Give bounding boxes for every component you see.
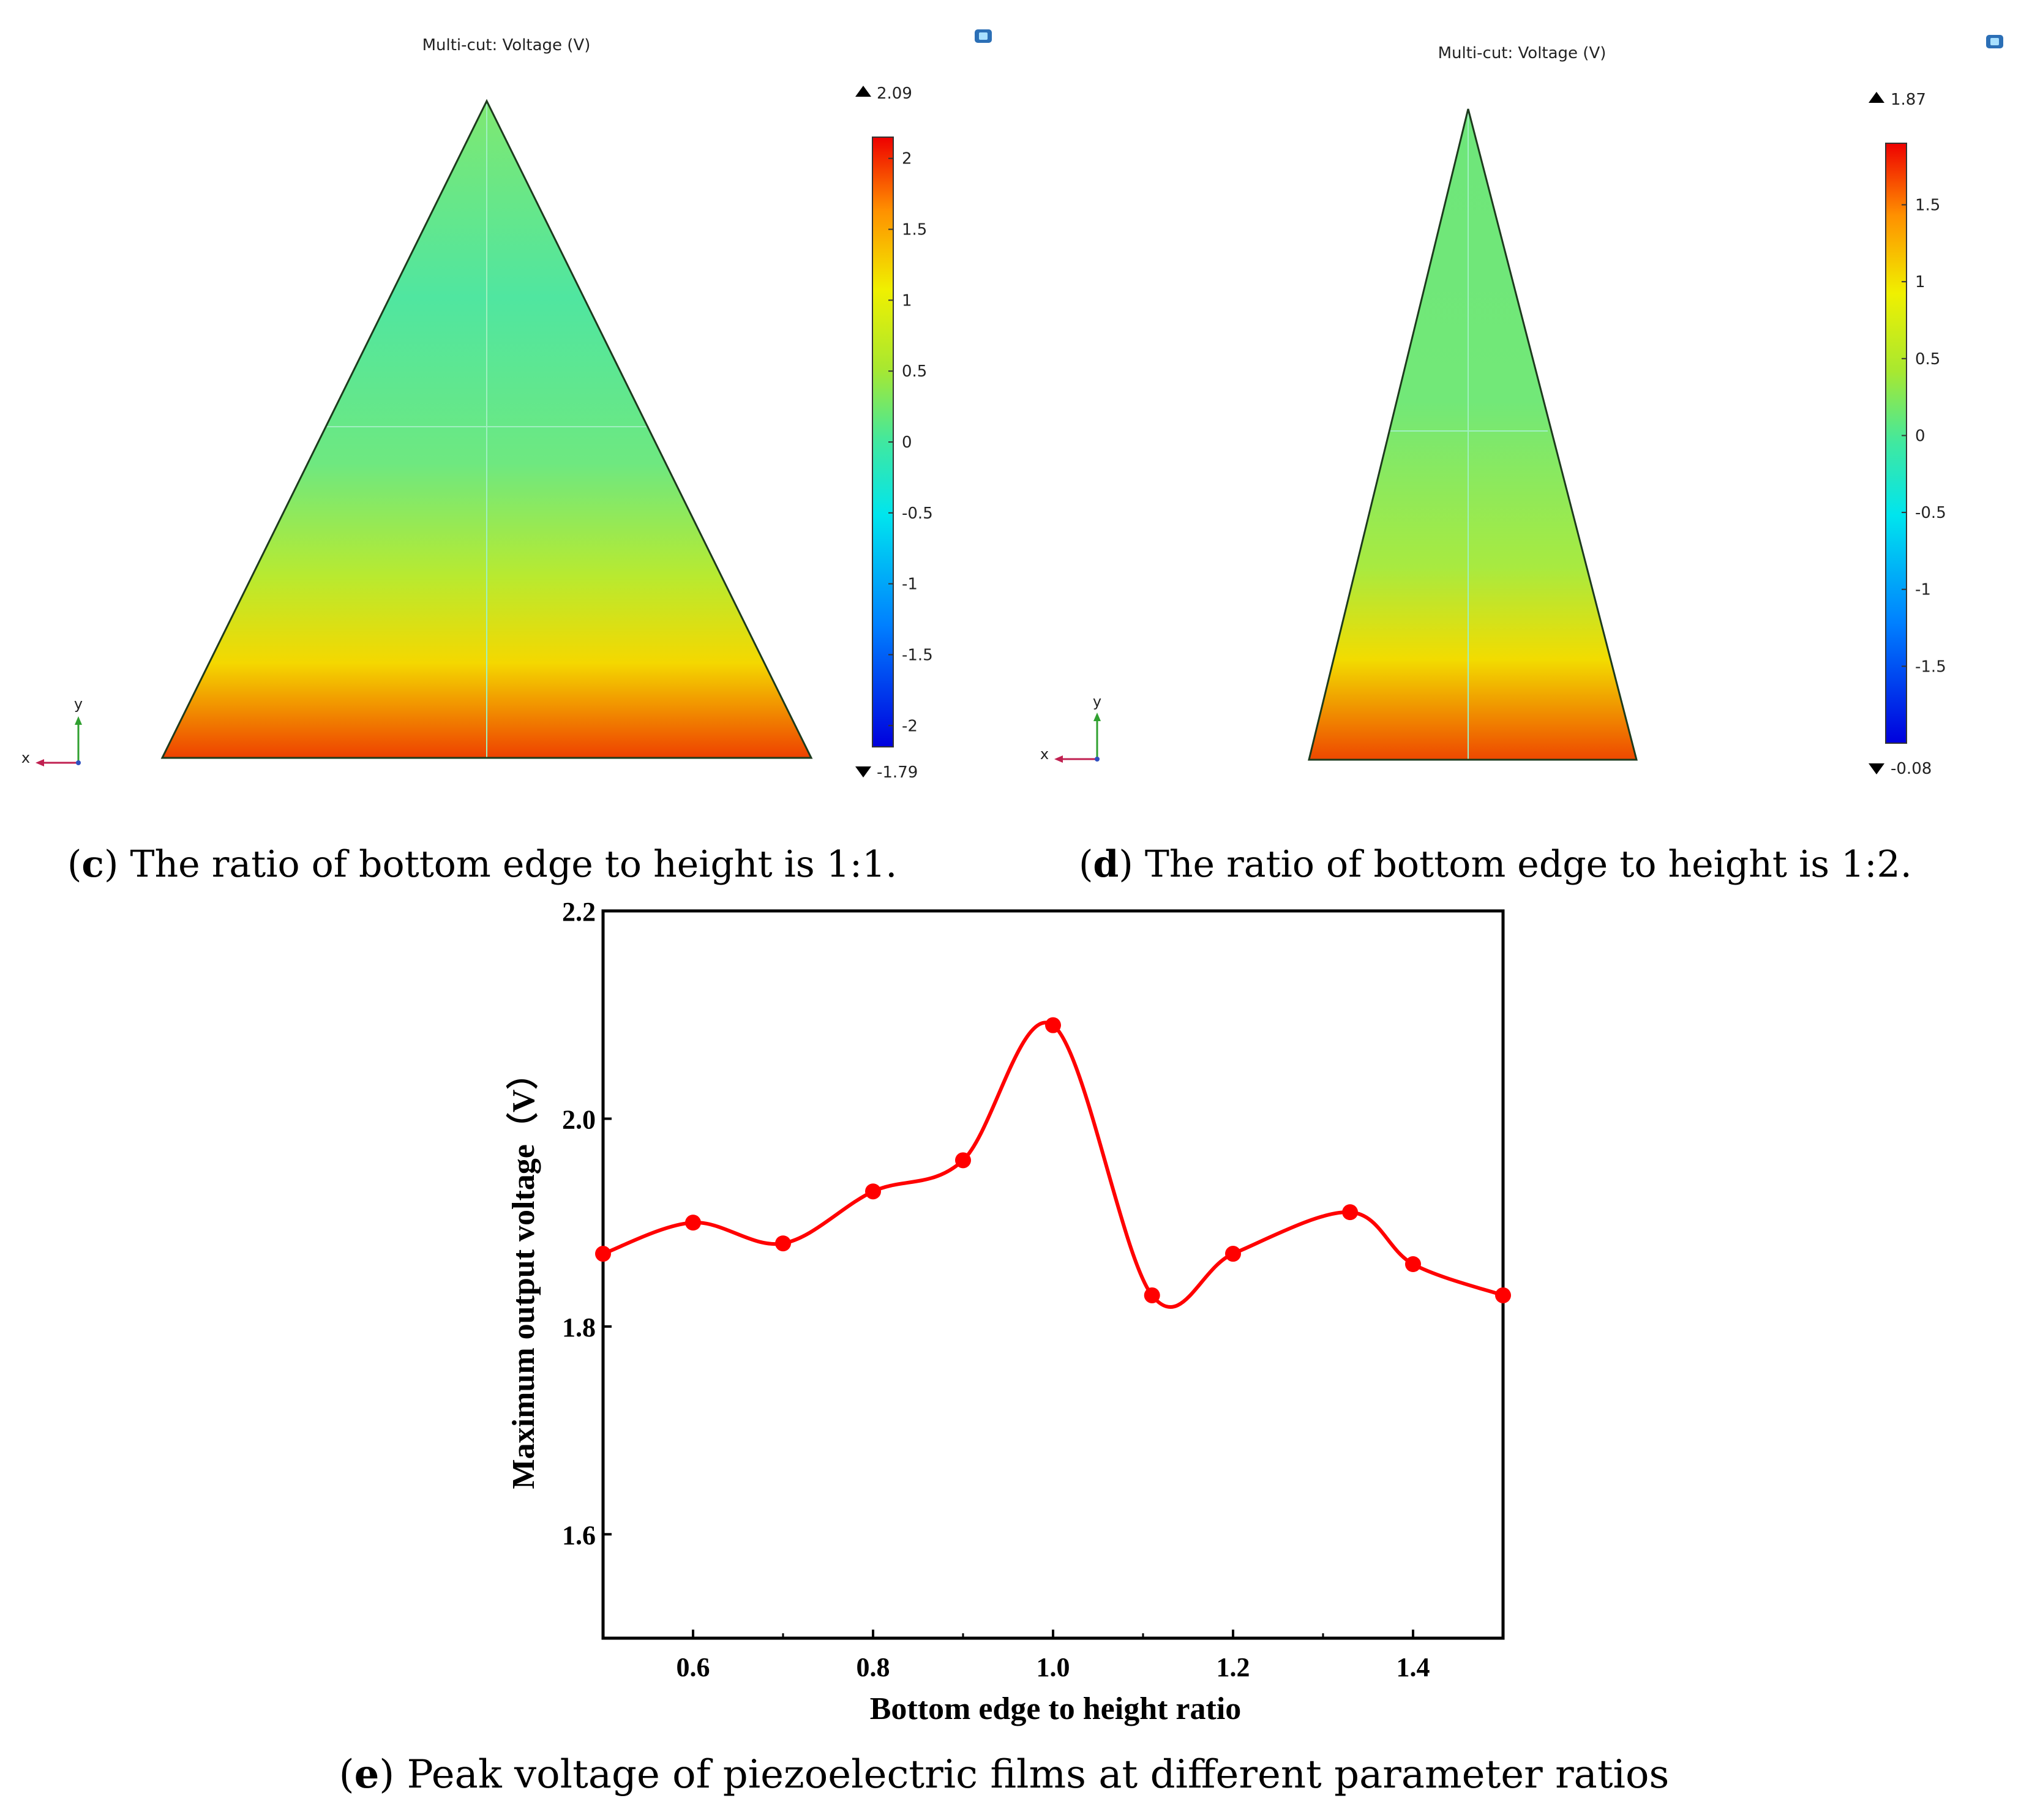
panel-d-caption-letter: d [1093,843,1119,886]
x-tick-label: 0.6 [677,1652,710,1682]
panel-d-caption-text: The ratio of bottom edge to height is 1:… [1133,843,1912,886]
panel-c-toolbar-icon-inner [979,32,988,40]
y-tick-label: 1.8 [562,1313,596,1343]
x-tick-label: 1.2 [1217,1652,1250,1682]
panel-d-triangle-outline [1308,108,1638,761]
panel-c-axis-triad: y x [21,695,83,766]
x-tick-label: 1.4 [1397,1652,1430,1682]
data-point [595,1246,611,1262]
data-point [1144,1287,1160,1303]
data-point [1045,1017,1061,1033]
panel-c-max-arrow [855,86,871,97]
panel-d-min-arrow [1869,763,1884,774]
colorbar-tick-label: -1 [902,575,918,594]
panel-c-title: Multi-cut: Voltage (V) [422,36,591,54]
colorbar-tick-label: -1 [1915,581,1931,599]
x-tick-label: 0.8 [857,1652,890,1682]
panel-d-colorbar-gradient [1885,143,1907,744]
panel-e-chart: 0.6 0.8 1.0 1.2 1.4 1.6 1.8 2.0 2.2 Bottom edge … [339,897,1670,1797]
y-axis-label: Maximum output voltage（V） [506,1058,541,1489]
colorbar-tick-label: -1.5 [902,646,933,664]
colorbar-tick-label: 0 [1915,427,1925,445]
panel-c-colorbar-min: -1.79 [877,763,918,782]
panel-e-caption: (e) Peak voltage of piezoelectric films … [339,1751,1670,1797]
colorbar-tick-label: -1.5 [1915,657,1946,676]
panel-c-colorbar: 2.09 -1.79 2 1.5 1 0.5 0 -0.5 -1 -1.5 -2 [855,84,933,782]
data-point [775,1235,791,1252]
panel-c-caption-text: The ratio of bottom edge to height is 1:… [118,843,897,886]
x-tick-label: 1.0 [1037,1652,1070,1682]
panel-e-caption-text: Peak voltage of piezoelectric films at d… [394,1752,1669,1797]
panel-e-caption-letter: e [354,1751,380,1797]
x-axis-label: Bottom edge to height ratio [870,1691,1242,1726]
data-point [1495,1287,1511,1303]
data-point [685,1215,701,1231]
colorbar-tick-label: 2 [902,150,912,168]
series-line [602,1020,1504,1309]
panel-c-triangle-outline [160,99,813,759]
panel-d-toolbar-icon-inner [1990,38,1999,45]
y-tick-label: 2.0 [562,1104,596,1134]
panel-c-caption-letter: c [81,843,104,886]
colorbar-tick-label: -0.5 [902,504,933,523]
panel-c-axis-x-label: x [21,749,30,766]
colorbar-tick-label: 1.5 [902,221,927,239]
panel-c-voltage-field [162,101,811,758]
panel-d-axis-triad: y x [1040,693,1101,763]
colorbar-tick-label: -2 [902,717,918,735]
colorbar-tick-label: 0.5 [1915,350,1940,369]
colorbar-tick-label: 1 [1915,273,1925,291]
panel-c-min-arrow [855,766,871,777]
panel-d-colorbar-max: 1.87 [1891,91,1926,109]
panel-d-caption: (d) The ratio of bottom edge to height i… [1079,843,1912,886]
colorbar-tick-label: 1 [902,291,912,310]
panel-c: Multi-cut: Voltage (V) y x 2.09 -1.79 2 1… [21,29,992,886]
colorbar-tick-label: -0.5 [1915,504,1946,522]
panel-d-voltage-field [1309,109,1637,760]
panel-d-colorbar: 1.87 -0.08 1.5 1 0.5 0 -0.5 -1 -1.5 [1869,91,1946,778]
panel-d-axis-x-label: x [1040,746,1049,763]
chart-series [595,1017,1511,1309]
data-point [1225,1246,1241,1262]
colorbar-tick-label: 0 [902,433,912,452]
data-point [955,1152,971,1169]
panel-d-title: Multi-cut: Voltage (V) [1438,44,1607,62]
y-tick-label: 1.6 [562,1520,596,1550]
chart-ticks: 0.6 0.8 1.0 1.2 1.4 1.6 1.8 2.0 2.2 [562,897,1504,1682]
colorbar-tick-label: 0.5 [902,362,927,381]
panel-d: Multi-cut: Voltage (V) y x 1.87 -0.08 1.… [1040,35,2003,886]
panel-d-axis-y-label: y [1093,693,1101,710]
y-tick-label: 2.2 [562,897,596,927]
panel-c-caption: (c) The ratio of bottom edge to height i… [67,843,897,886]
colorbar-tick-label: 1.5 [1915,197,1940,215]
data-point [1342,1204,1359,1221]
panel-d-max-arrow [1869,92,1884,103]
data-point [1405,1256,1421,1273]
panel-c-colorbar-max: 2.09 [877,84,912,103]
data-point [865,1183,881,1200]
panel-c-axis-y-label: y [74,695,83,713]
panel-d-colorbar-min: -0.08 [1891,760,1932,778]
